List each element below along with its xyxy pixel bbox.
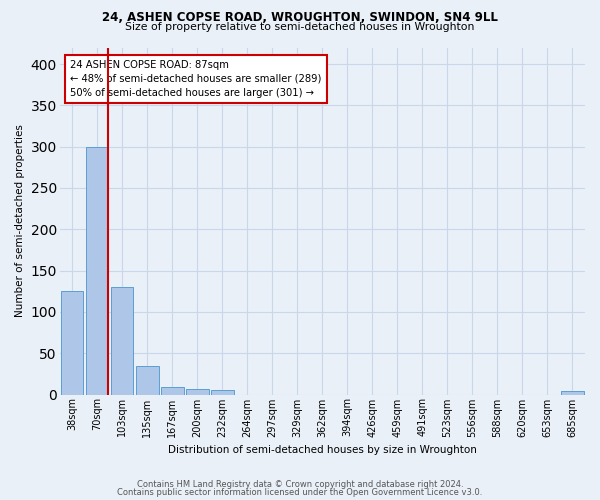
Bar xyxy=(61,291,83,395)
Bar xyxy=(136,366,158,394)
Bar xyxy=(86,146,109,394)
Bar xyxy=(111,287,133,395)
Bar xyxy=(211,390,233,394)
Bar xyxy=(561,391,584,394)
Y-axis label: Number of semi-detached properties: Number of semi-detached properties xyxy=(15,124,25,318)
Text: Contains public sector information licensed under the Open Government Licence v3: Contains public sector information licen… xyxy=(118,488,482,497)
Text: Contains HM Land Registry data © Crown copyright and database right 2024.: Contains HM Land Registry data © Crown c… xyxy=(137,480,463,489)
Bar xyxy=(161,387,184,394)
Text: 24, ASHEN COPSE ROAD, WROUGHTON, SWINDON, SN4 9LL: 24, ASHEN COPSE ROAD, WROUGHTON, SWINDON… xyxy=(102,11,498,24)
Bar xyxy=(186,388,209,394)
X-axis label: Distribution of semi-detached houses by size in Wroughton: Distribution of semi-detached houses by … xyxy=(168,445,477,455)
Text: Size of property relative to semi-detached houses in Wroughton: Size of property relative to semi-detach… xyxy=(125,22,475,32)
Text: 24 ASHEN COPSE ROAD: 87sqm
← 48% of semi-detached houses are smaller (289)
50% o: 24 ASHEN COPSE ROAD: 87sqm ← 48% of semi… xyxy=(70,60,322,98)
